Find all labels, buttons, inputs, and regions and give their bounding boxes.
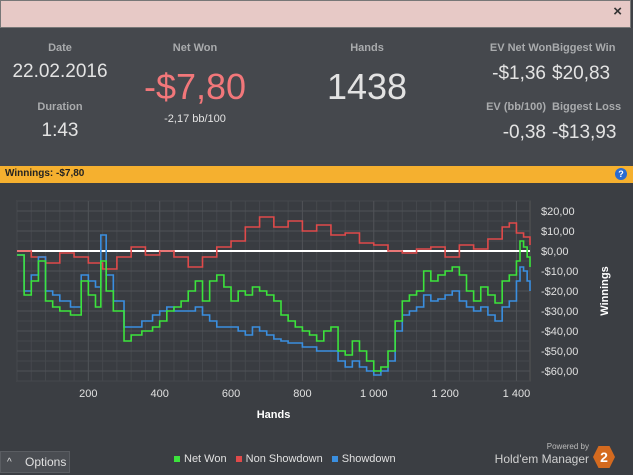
biggest-loss-value: -$13,93: [552, 122, 617, 143]
biggest-loss-label: Biggest Loss: [552, 101, 622, 113]
y-tick-label: -$60,00: [541, 366, 578, 378]
options-label: Options: [25, 455, 67, 469]
y-tick-label: -$20,00: [541, 286, 578, 298]
x-axis-label: Hands: [257, 409, 291, 421]
date-value: 22.02.2016: [12, 61, 108, 82]
hands-label: Hands: [350, 42, 384, 54]
biggest-win-value: $20,83: [552, 63, 611, 84]
net-won-label: Net Won: [172, 42, 218, 54]
x-tick-label: 200: [79, 388, 97, 400]
x-tick-label: 1 000: [360, 388, 388, 400]
y-tick-label: $10,00: [541, 226, 575, 238]
close-icon[interactable]: ×: [613, 3, 622, 20]
winnings-chart-svg: 200 400 600 800 1 000 1 200 1 400 $20,00 $10,00 $…: [16, 200, 611, 421]
y-tick-label: -$30,00: [541, 306, 578, 318]
y-tick-label: -$50,00: [541, 346, 578, 358]
y-tick-label: $0,00: [541, 246, 569, 258]
ev-net-won-label: EV Net Won: [489, 42, 552, 54]
date-label: Date: [48, 42, 72, 54]
legend-swatch-showdown: [331, 456, 338, 463]
help-icon[interactable]: ?: [615, 168, 627, 180]
legend-label: Net Won: [184, 453, 227, 465]
chart-legend: Net Won Non Showdown Showdown: [174, 453, 402, 465]
legend-swatch-net-won: [174, 456, 180, 463]
ev-net-won-value: -$1,36: [492, 63, 546, 84]
x-tick-label: 1 200: [431, 388, 459, 400]
ev-bb100-label: EV (bb/100): [486, 101, 546, 113]
series-line-non-showdown: [17, 216, 531, 270]
legend-swatch-non-showdown: [235, 456, 242, 463]
legend-label: Showdown: [341, 453, 396, 465]
winnings-banner-text: Winnings: -$7,80: [5, 168, 85, 179]
ev-bb100-value: -0,38: [502, 122, 546, 143]
legend-item-net-won: Net Won: [174, 453, 227, 465]
chevron-up-icon: ^: [7, 457, 12, 468]
series-line-showdown: [17, 234, 531, 376]
net-won-bb100: -2,17 bb/100: [164, 113, 226, 125]
brand-name: Hold'em Manager: [494, 452, 589, 466]
biggest-win-label: Biggest Win: [552, 42, 616, 54]
duration-value: 1:43: [41, 120, 79, 141]
x-tick-label: 800: [293, 388, 311, 400]
legend-item-non-showdown: Non Showdown: [235, 453, 323, 465]
legend-label: Non Showdown: [245, 453, 323, 465]
winnings-banner: Winnings: -$7,80 ?: [0, 166, 633, 183]
y-tick-label: -$40,00: [541, 326, 578, 338]
powered-by-text: Powered by: [546, 442, 589, 451]
winnings-chart: 200 400 600 800 1 000 1 200 1 400 $20,00 $10,00 $…: [0, 183, 633, 475]
session-stats-panel: Date 22.02.2016 Duration 1:43 Net Won -$…: [0, 28, 633, 166]
y-axis-label: Winnings: [599, 266, 611, 315]
y-tick-label: $20,00: [541, 206, 575, 218]
options-button[interactable]: ^ Options: [0, 451, 70, 473]
net-won-value: -$7,80: [143, 66, 247, 107]
legend-item-showdown: Showdown: [331, 453, 396, 465]
x-tick-label: 1 400: [503, 388, 531, 400]
x-tick-label: 600: [222, 388, 240, 400]
x-tick-label: 400: [151, 388, 169, 400]
series-line-net-won: [17, 240, 531, 372]
hem-logo-icon: 2: [593, 446, 615, 468]
duration-label: Duration: [37, 101, 83, 113]
y-tick-label: -$10,00: [541, 266, 578, 278]
hands-value: 1438: [326, 66, 408, 107]
window-titlebar: ×: [0, 0, 631, 28]
